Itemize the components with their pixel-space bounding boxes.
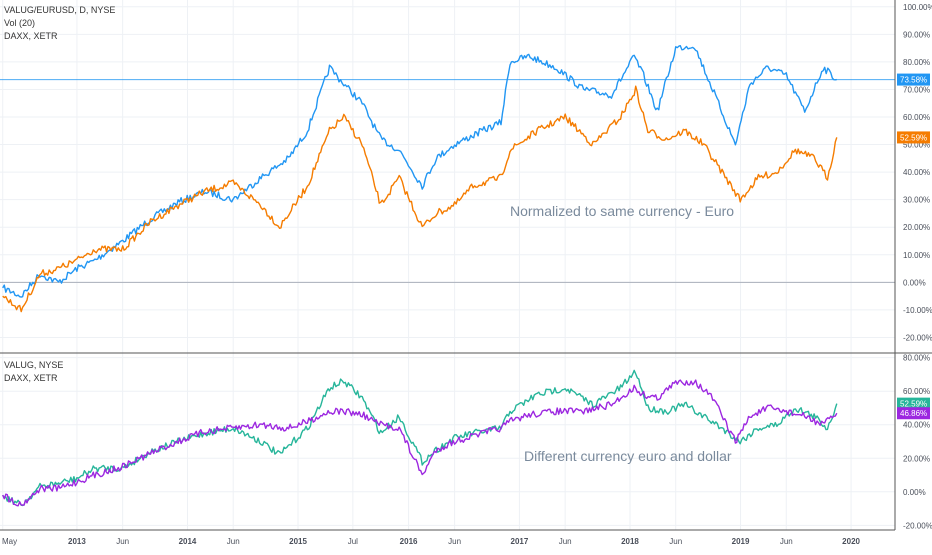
last-value-label: 52.59%: [900, 400, 927, 409]
last-value-badge: [897, 73, 930, 86]
y-tick-label: -20.00%: [903, 333, 932, 342]
last-value-badge: [897, 407, 930, 420]
y-tick-label: 30.00%: [903, 196, 930, 205]
y-tick-label: 70.00%: [903, 85, 930, 94]
y-tick-label: 0.00%: [903, 488, 926, 497]
x-tick-label: May: [2, 537, 17, 546]
last-value-label: 46.86%: [900, 409, 927, 418]
series-line-orange[interactable]: [2, 85, 838, 313]
x-tick-label: 2020: [842, 537, 860, 546]
x-tick-label: 2019: [732, 537, 750, 546]
y-tick-label: 60.00%: [903, 387, 930, 396]
y-tick-label: 80.00%: [903, 354, 930, 363]
y-tick-label: 80.00%: [903, 58, 930, 67]
x-tick-label: Jun: [116, 537, 129, 546]
x-tick-label: 2018: [621, 537, 639, 546]
y-tick-label: 90.00%: [903, 30, 930, 39]
top-legend-line-3[interactable]: DAXX, XETR: [4, 31, 58, 41]
y-tick-label: 20.00%: [903, 223, 930, 232]
y-tick-label: -20.00%: [903, 521, 932, 530]
series-line-blue[interactable]: [2, 45, 837, 298]
y-tick-label: 0.00%: [903, 278, 926, 287]
last-value-badge: [897, 397, 930, 410]
y-tick-label: 60.00%: [903, 113, 930, 122]
top-pane-series: [2, 45, 838, 313]
last-value-label: 52.59%: [900, 133, 927, 142]
x-tick-label: 2014: [179, 537, 197, 546]
y-tick-label: 50.00%: [903, 141, 930, 150]
x-tick-label: 2015: [289, 537, 307, 546]
time-axis[interactable]: May 2013 Jun 2014 Jun 2015 Jul 2016 Jun 2017 Jun 20…: [2, 537, 861, 546]
y-tick-label: 40.00%: [903, 421, 930, 430]
x-tick-label: 2016: [400, 537, 418, 546]
y-tick-label: 40.00%: [903, 168, 930, 177]
last-value-labels: 73.58%52.59%52.59%46.86%: [897, 73, 930, 420]
x-tick-label: Jun: [559, 537, 572, 546]
bottom-legend-line-2[interactable]: DAXX, XETR: [4, 373, 58, 383]
x-tick-label: Jul: [348, 537, 358, 546]
y-tick-label: 10.00%: [903, 251, 930, 260]
x-tick-label: Jun: [669, 537, 682, 546]
bottom-annotation: Different currency euro and dollar: [524, 448, 732, 464]
x-tick-label: Jun: [780, 537, 793, 546]
y-tick-label: -10.00%: [903, 306, 932, 315]
top-legend-line-1[interactable]: VALUG/EURUSD, D, NYSE: [4, 5, 115, 15]
x-tick-label: 2017: [511, 537, 529, 546]
last-value-label: 73.58%: [900, 76, 927, 85]
bottom-legend-line-1[interactable]: VALUG, NYSE: [4, 360, 63, 370]
top-legend-line-2[interactable]: Vol (20): [4, 18, 35, 28]
y-tick-label: 100.00%: [903, 3, 932, 12]
top-annotation: Normalized to same currency - Euro: [510, 203, 734, 219]
x-tick-label: Jun: [227, 537, 240, 546]
bottom-y-axis[interactable]: 80.00% 60.00% 40.00% 20.00% 0.00% -20.00%: [903, 354, 932, 531]
x-tick-label: 2013: [68, 537, 86, 546]
top-y-axis[interactable]: 100.00% 90.00% 80.00% 70.00% 60.00% 50.00% 40.…: [903, 3, 932, 343]
x-tick-label: Jun: [448, 537, 461, 546]
series-line-purple[interactable]: [2, 379, 838, 507]
top-pane-grid: [0, 0, 895, 353]
y-tick-label: 20.00%: [903, 454, 930, 463]
last-value-badge: [897, 131, 930, 144]
bottom-pane-series: [2, 369, 838, 507]
